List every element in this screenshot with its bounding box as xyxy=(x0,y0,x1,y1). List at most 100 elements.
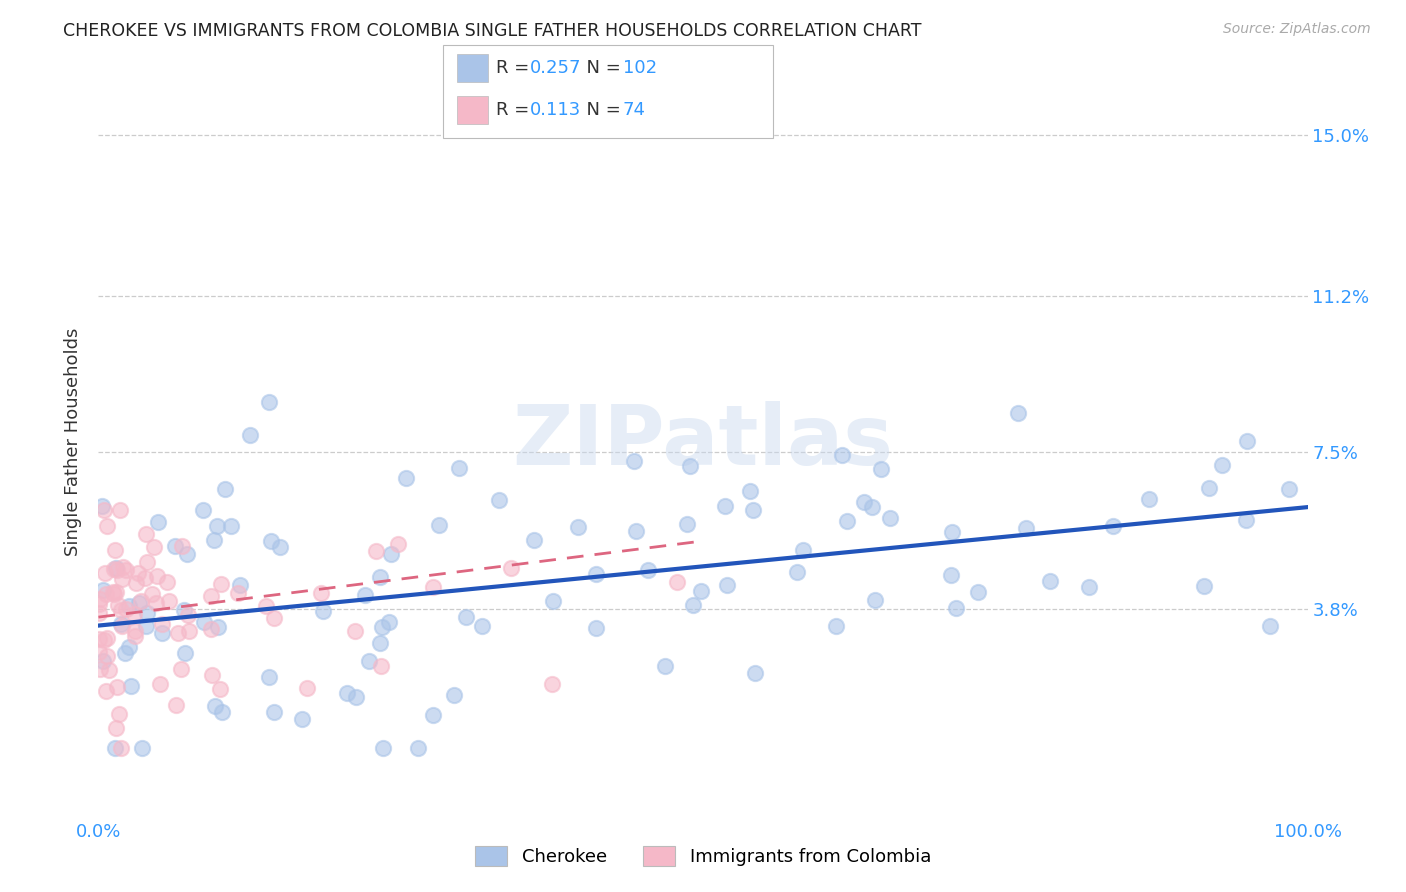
Point xyxy=(229,577,252,591)
Point xyxy=(499,561,522,575)
Point xyxy=(145,596,167,610)
Point xyxy=(89,591,111,606)
Point xyxy=(1211,458,1233,472)
Point xyxy=(637,563,659,577)
Point xyxy=(146,569,169,583)
Point xyxy=(103,587,125,601)
Text: R =: R = xyxy=(496,101,536,119)
Point xyxy=(741,503,763,517)
Point xyxy=(967,584,990,599)
Point xyxy=(488,492,510,507)
Point xyxy=(96,631,118,645)
Point xyxy=(94,684,117,698)
Point xyxy=(173,646,195,660)
Point xyxy=(143,540,166,554)
Point xyxy=(103,562,125,576)
Point xyxy=(89,632,111,647)
Point xyxy=(202,533,225,547)
Point xyxy=(120,679,142,693)
Point xyxy=(254,599,277,613)
Point xyxy=(624,524,647,538)
Point xyxy=(786,565,808,579)
Point xyxy=(863,593,886,607)
Point xyxy=(447,461,470,475)
Point xyxy=(690,584,713,599)
Point xyxy=(94,587,117,601)
Point xyxy=(654,658,676,673)
Point xyxy=(135,619,157,633)
Point xyxy=(135,526,157,541)
Point xyxy=(177,607,200,622)
Point xyxy=(371,741,394,756)
Point xyxy=(173,603,195,617)
Point xyxy=(585,621,607,635)
Point xyxy=(714,500,737,514)
Point xyxy=(675,517,697,532)
Point xyxy=(150,616,173,631)
Text: Source: ZipAtlas.com: Source: ZipAtlas.com xyxy=(1223,22,1371,37)
Point xyxy=(257,670,280,684)
Text: 102: 102 xyxy=(623,59,657,77)
Point xyxy=(380,548,402,562)
Point xyxy=(170,662,193,676)
Point xyxy=(263,705,285,719)
Point xyxy=(744,665,766,680)
Point xyxy=(87,597,110,611)
Point xyxy=(128,597,150,611)
Point xyxy=(941,524,963,539)
Point xyxy=(89,606,111,620)
Point xyxy=(291,713,314,727)
Point xyxy=(422,580,444,594)
Point xyxy=(170,539,193,553)
Point xyxy=(93,566,115,581)
Point xyxy=(1234,513,1257,527)
Point xyxy=(105,563,128,577)
Point xyxy=(93,502,115,516)
Point xyxy=(124,624,146,638)
Point xyxy=(91,499,114,513)
Y-axis label: Single Father Households: Single Father Households xyxy=(65,327,83,556)
Point xyxy=(540,677,562,691)
Point xyxy=(125,576,148,591)
Point xyxy=(371,619,394,633)
Point xyxy=(1077,580,1099,594)
Point xyxy=(110,603,132,617)
Point xyxy=(201,668,224,682)
Point xyxy=(378,615,401,629)
Point xyxy=(211,705,233,719)
Point xyxy=(852,495,875,509)
Point xyxy=(1015,521,1038,535)
Point xyxy=(110,617,132,632)
Point xyxy=(939,568,962,582)
Point xyxy=(260,534,283,549)
Point xyxy=(200,622,222,636)
Point xyxy=(297,681,319,695)
Point xyxy=(163,539,186,553)
Point xyxy=(157,594,180,608)
Point xyxy=(1258,619,1281,633)
Point xyxy=(945,601,967,615)
Point xyxy=(221,519,243,533)
Point xyxy=(1236,434,1258,448)
Point xyxy=(792,542,814,557)
Point xyxy=(96,518,118,533)
Point xyxy=(149,677,172,691)
Point xyxy=(204,698,226,713)
Point xyxy=(131,741,153,756)
Point xyxy=(471,618,494,632)
Point xyxy=(387,537,409,551)
Point xyxy=(134,571,156,585)
Point xyxy=(870,462,893,476)
Legend: Cherokee, Immigrants from Colombia: Cherokee, Immigrants from Colombia xyxy=(468,838,938,873)
Point xyxy=(104,741,127,756)
Point xyxy=(104,721,127,735)
Point xyxy=(309,586,332,600)
Point xyxy=(665,574,688,589)
Point xyxy=(136,606,159,620)
Point xyxy=(239,427,262,442)
Point xyxy=(108,706,131,721)
Point xyxy=(716,578,738,592)
Point xyxy=(312,604,335,618)
Point xyxy=(108,503,131,517)
Point xyxy=(214,482,236,496)
